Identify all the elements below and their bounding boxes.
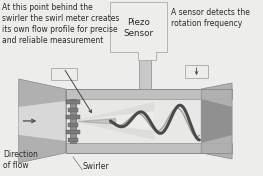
Text: Piezo
Sensor: Piezo Sensor bbox=[123, 18, 154, 38]
Polygon shape bbox=[78, 102, 154, 140]
Polygon shape bbox=[141, 39, 149, 47]
Polygon shape bbox=[19, 79, 65, 163]
Polygon shape bbox=[68, 138, 78, 142]
Polygon shape bbox=[67, 100, 79, 104]
Polygon shape bbox=[67, 130, 79, 134]
Polygon shape bbox=[110, 2, 166, 60]
Polygon shape bbox=[139, 47, 151, 59]
Polygon shape bbox=[65, 89, 232, 99]
Polygon shape bbox=[201, 83, 232, 159]
Text: A sensor detects the
rotation frequency: A sensor detects the rotation frequency bbox=[171, 8, 250, 28]
Polygon shape bbox=[201, 99, 232, 143]
Polygon shape bbox=[67, 115, 79, 119]
Polygon shape bbox=[19, 101, 65, 141]
Polygon shape bbox=[68, 108, 78, 112]
Polygon shape bbox=[65, 99, 232, 143]
Text: Swirler: Swirler bbox=[82, 162, 109, 171]
Polygon shape bbox=[78, 111, 154, 131]
Text: At this point behind the
swirler the swirl meter creates
its own flow profile fo: At this point behind the swirler the swi… bbox=[2, 3, 119, 45]
Text: Direction
of flow: Direction of flow bbox=[3, 150, 38, 170]
Polygon shape bbox=[68, 123, 78, 127]
Polygon shape bbox=[139, 57, 151, 89]
Polygon shape bbox=[65, 143, 232, 153]
Polygon shape bbox=[70, 99, 76, 143]
